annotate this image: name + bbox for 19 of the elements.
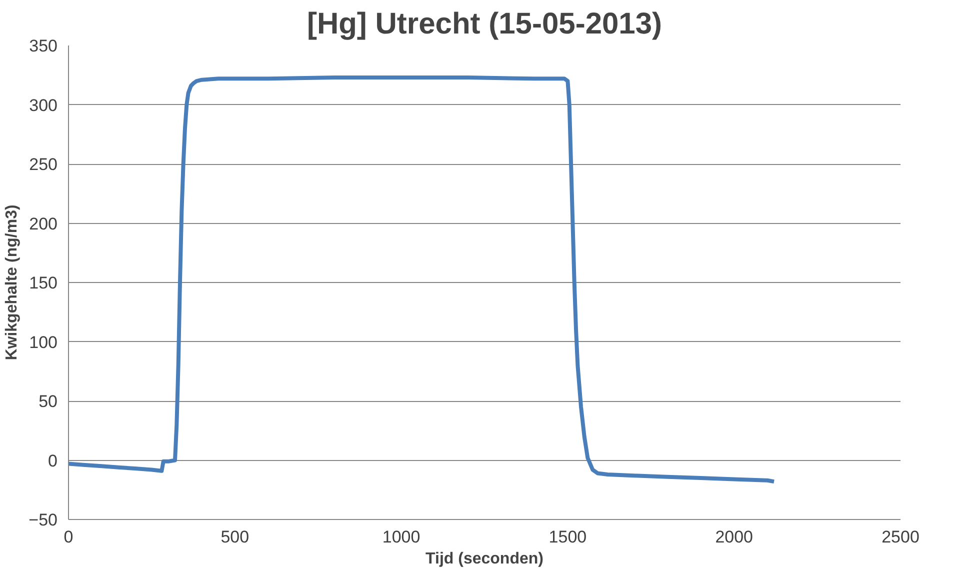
x-tick-label: 1000 [382,528,420,546]
y-tick-label: 0 [48,451,58,470]
y-tick-label: 50 [38,392,58,411]
y-tick-label: 100 [29,332,58,352]
x-tick-label: 2000 [715,528,754,546]
line-series [68,75,776,484]
y-tick-label: 350 [29,36,58,56]
x-axis-title: Tijd (seconden) [426,550,544,568]
chart-title: [Hg] Utrecht (15-05-2013) [306,8,662,40]
x-tick-label: 1500 [548,528,587,546]
y-tick-label: 150 [29,274,58,292]
y-axis-title: Kwikgehalte (ng/m3) [4,204,21,360]
y-tick-label: 250 [29,155,58,174]
y-tick-label: −50 [28,510,58,530]
y-tick-label: 200 [29,214,58,234]
y-tick-label: 300 [29,96,58,115]
x-tick-label: 0 [64,528,74,546]
x-tick-label: 500 [220,528,250,546]
x-tick-label: 2500 [882,528,920,546]
